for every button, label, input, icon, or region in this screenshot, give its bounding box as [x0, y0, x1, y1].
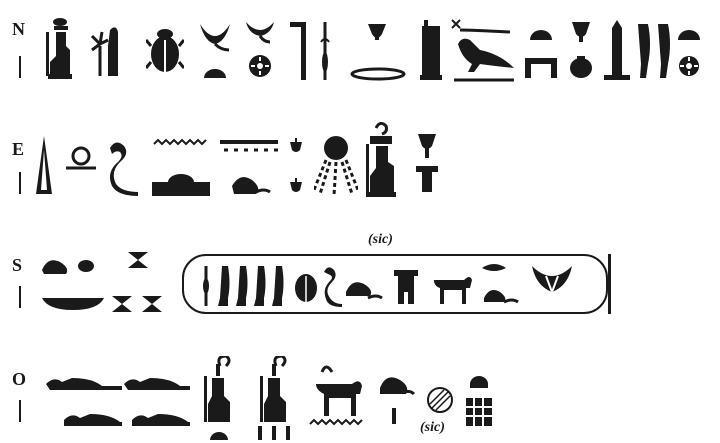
- knife-hieroglyph: [638, 24, 650, 78]
- row-west: O (sic): [0, 356, 720, 443]
- seated-god-with-loaf-hieroglyph: [204, 356, 231, 440]
- loaf-disk-hieroglyph: [678, 30, 700, 76]
- reclining-animals-hieroglyph: [46, 378, 190, 426]
- seated-god-hieroglyph: [46, 18, 72, 79]
- column-hieroglyph: [420, 20, 442, 80]
- disk-over-grid-hieroglyph: [466, 376, 492, 426]
- lotus-hieroglyph: [200, 24, 230, 78]
- direction-letter-e: E: [12, 139, 25, 159]
- vessel-hieroglyph: [350, 24, 406, 81]
- sceptre-hieroglyph: [320, 22, 330, 80]
- small-vessels-hieroglyph: [290, 138, 302, 192]
- sky-dots-hieroglyph: [220, 140, 278, 194]
- bull-over-water-hieroglyph: [309, 365, 363, 426]
- figure-with-plant-hieroglyph: [90, 27, 118, 76]
- row-south: S (sic): [0, 232, 720, 320]
- staff-hieroglyph: [290, 22, 306, 80]
- flower-disk-hieroglyph: [246, 22, 274, 77]
- seated-goddess-hieroglyph: [366, 122, 396, 197]
- cartouche-end-bar: [608, 254, 611, 314]
- direction-bar-e: [19, 172, 21, 194]
- pot-on-stand-hieroglyph: [416, 134, 438, 192]
- obelisk-hieroglyph: [604, 20, 630, 80]
- rope-loop-hieroglyph: [66, 146, 96, 170]
- row-east: E: [0, 122, 720, 198]
- hatched-disk-hieroglyph: [427, 387, 453, 413]
- sparrow-and-basin-hieroglyph: [42, 260, 104, 310]
- water-basin-hieroglyph: [152, 138, 210, 196]
- scarab-hieroglyph: [146, 29, 184, 72]
- tied-bundles-hieroglyph: [112, 252, 162, 312]
- direction-bar-n: [19, 56, 21, 78]
- direction-bar-o: [19, 400, 21, 422]
- direction-letter-s: S: [12, 255, 23, 275]
- sun-rays-hieroglyph: [314, 136, 358, 197]
- pots-hieroglyph: [570, 22, 592, 78]
- sic-note-west: (sic): [420, 420, 445, 435]
- sparrow-stroke-hieroglyph: [380, 377, 416, 424]
- cobra-hieroglyph: [110, 142, 138, 196]
- cartouche-glyphs: [203, 264, 572, 307]
- direction-letter-o: O: [12, 369, 27, 389]
- row-north: N: [0, 18, 720, 88]
- direction-letter-n: N: [12, 19, 25, 39]
- direction-bar-s: [19, 286, 21, 308]
- knife-hieroglyph-2: [658, 24, 670, 78]
- cartouche: [182, 254, 608, 314]
- cone-hieroglyph: [36, 136, 52, 194]
- basket-hieroglyph: [525, 30, 557, 78]
- bird-hieroglyph: [451, 19, 514, 82]
- seated-god-with-strokes-hieroglyph: [258, 356, 290, 440]
- sic-note-south: (sic): [368, 232, 393, 247]
